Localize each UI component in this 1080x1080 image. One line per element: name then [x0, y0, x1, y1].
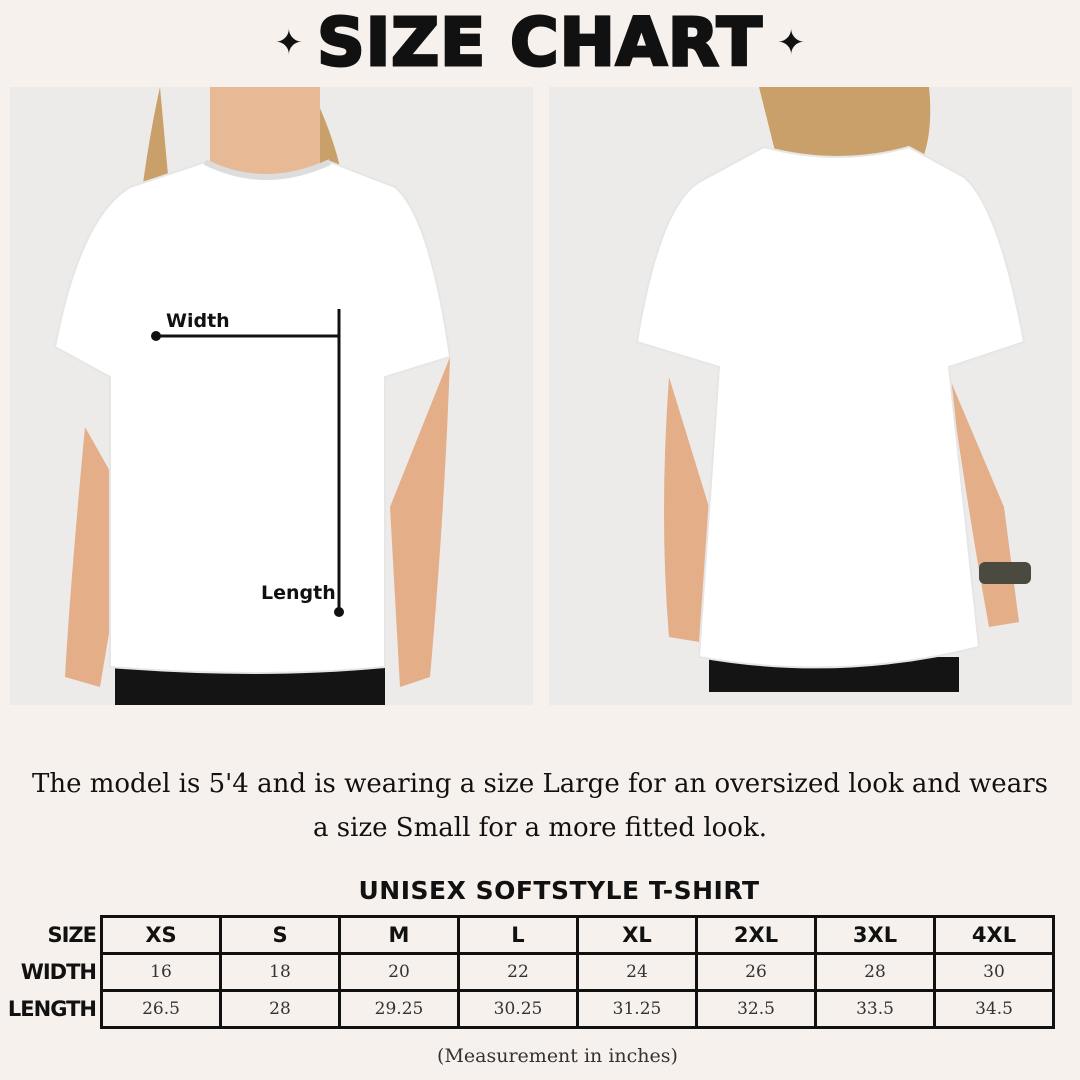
length-cell: 32.5 — [695, 989, 817, 1029]
model-description: The model is 5'4 and is wearing a size L… — [0, 762, 1080, 850]
width-cell: 26 — [695, 952, 817, 992]
tshirt-back — [635, 145, 1026, 669]
hair — [759, 87, 931, 167]
length-cell: 26.5 — [100, 989, 222, 1029]
size-cell: 3XL — [814, 915, 936, 955]
width-cell: 20 — [338, 952, 460, 992]
width-cell: 28 — [814, 952, 936, 992]
table-row-length: LENGTH 26.5 28 29.25 30.25 31.25 32.5 33.5 34.5 — [4, 989, 1055, 1029]
length-cell: 31.25 — [576, 989, 698, 1029]
length-label: Length — [261, 582, 336, 604]
size-table: SIZE XS S M L XL 2XL 3XL 4XL WIDTH 16 18 20 22 24 26 28 3… — [4, 915, 1055, 1029]
bracelet — [979, 562, 1031, 584]
length-cell: 34.5 — [933, 989, 1055, 1029]
row-header: LENGTH — [7, 997, 97, 1021]
table-title: UNISEX SOFTSTYLE T-SHIRT — [358, 876, 760, 905]
width-cell: 16 — [100, 952, 222, 992]
header: ✦ SIZE CHART ✦ — [0, 0, 1080, 86]
sparkle-icon: ✦ — [776, 23, 806, 63]
width-cell: 30 — [933, 952, 1055, 992]
table-row-width: WIDTH 16 18 20 22 24 26 28 30 — [4, 952, 1055, 992]
width-cell: 24 — [576, 952, 698, 992]
tshirt-front — [53, 160, 452, 674]
size-cell: L — [457, 915, 579, 955]
width-cell: 22 — [457, 952, 579, 992]
row-header: WIDTH — [20, 960, 97, 984]
page-title: SIZE CHART — [316, 4, 764, 81]
length-cell: 29.25 — [338, 989, 460, 1029]
sparkle-icon: ✦ — [274, 23, 304, 63]
size-cell: XL — [576, 915, 698, 955]
size-cell: 2XL — [695, 915, 817, 955]
table-row-size: SIZE XS S M L XL 2XL 3XL 4XL — [4, 915, 1055, 955]
row-header: SIZE — [47, 923, 97, 947]
width-cell: 18 — [219, 952, 341, 992]
size-cell: 4XL — [933, 915, 1055, 955]
front-model-photo: Width Length — [10, 87, 533, 705]
description-line-2: a size Small for a more fitted look. — [313, 813, 767, 843]
size-cell: M — [338, 915, 460, 955]
size-cell: XS — [100, 915, 222, 955]
measurement-note: (Measurement in inches) — [437, 1045, 678, 1067]
width-label: Width — [166, 310, 230, 332]
length-cell: 33.5 — [814, 989, 936, 1029]
back-model-photo — [549, 87, 1072, 705]
size-cell: S — [219, 915, 341, 955]
length-cell: 30.25 — [457, 989, 579, 1029]
length-cell: 28 — [219, 989, 341, 1029]
description-line-1: The model is 5'4 and is wearing a size L… — [32, 769, 1048, 799]
